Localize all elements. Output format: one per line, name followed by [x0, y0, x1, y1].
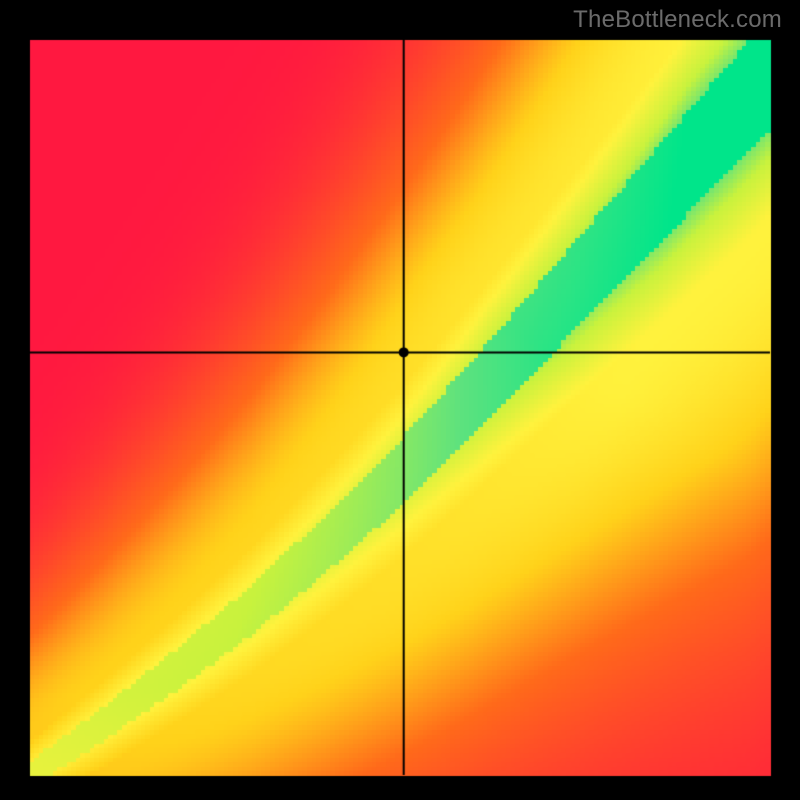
- chart-container: TheBottleneck.com: [0, 0, 800, 800]
- watermark-text: TheBottleneck.com: [573, 6, 782, 34]
- bottleneck-heatmap-canvas: [0, 0, 800, 800]
